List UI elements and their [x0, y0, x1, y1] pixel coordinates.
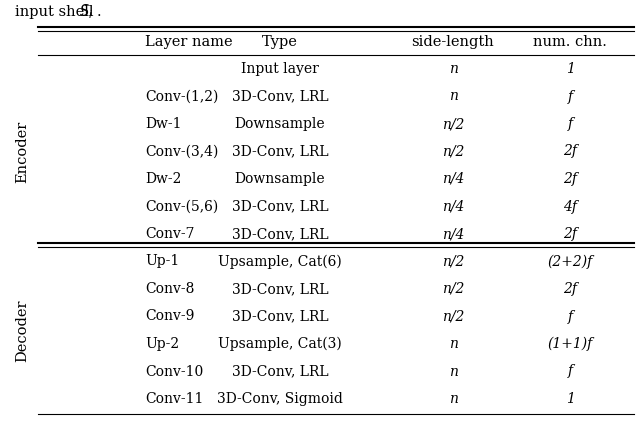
Text: n/2: n/2	[442, 254, 464, 269]
Text: Encoder: Encoder	[15, 120, 29, 183]
Text: 2f: 2f	[563, 144, 577, 159]
Text: (1+1)f: (1+1)f	[547, 337, 593, 351]
Text: Conv-11: Conv-11	[145, 392, 204, 406]
Text: Up-2: Up-2	[145, 337, 179, 351]
Text: Conv-9: Conv-9	[145, 309, 195, 324]
Text: Type: Type	[262, 35, 298, 49]
Text: 2f: 2f	[563, 172, 577, 186]
Text: 4f: 4f	[563, 199, 577, 214]
Text: Dw-2: Dw-2	[145, 172, 181, 186]
Text: Conv-7: Conv-7	[145, 227, 195, 241]
Text: Layer name: Layer name	[145, 35, 232, 49]
Text: n/4: n/4	[442, 172, 464, 186]
Text: n/4: n/4	[442, 227, 464, 241]
Text: 3D-Conv, Sigmoid: 3D-Conv, Sigmoid	[217, 392, 343, 406]
Text: side-length: side-length	[412, 35, 494, 49]
Text: 3D-Conv, LRL: 3D-Conv, LRL	[232, 282, 328, 296]
Text: 3D-Conv, LRL: 3D-Conv, LRL	[232, 199, 328, 214]
Text: n/2: n/2	[442, 144, 464, 159]
Text: input shell: input shell	[15, 5, 98, 19]
Text: f: f	[568, 117, 573, 131]
Text: Decoder: Decoder	[15, 299, 29, 362]
Text: Downsample: Downsample	[235, 172, 325, 186]
Text: .: .	[97, 5, 102, 19]
Text: Upsample, Cat(3): Upsample, Cat(3)	[218, 337, 342, 351]
Text: Input layer: Input layer	[241, 62, 319, 76]
Text: n: n	[449, 337, 458, 351]
Text: Conv-8: Conv-8	[145, 282, 195, 296]
Text: Conv-(3,4): Conv-(3,4)	[145, 144, 218, 159]
Text: Up-1: Up-1	[145, 254, 179, 269]
Text: 2f: 2f	[563, 282, 577, 296]
Text: 2f: 2f	[563, 227, 577, 241]
Text: 1: 1	[566, 392, 575, 406]
Text: 3D-Conv, LRL: 3D-Conv, LRL	[232, 89, 328, 104]
Text: 1: 1	[566, 62, 575, 76]
Text: num. chn.: num. chn.	[533, 35, 607, 49]
Text: n/2: n/2	[442, 117, 464, 131]
Text: f: f	[568, 309, 573, 324]
Text: Downsample: Downsample	[235, 117, 325, 131]
Text: n/2: n/2	[442, 309, 464, 324]
Text: n/2: n/2	[442, 282, 464, 296]
Text: Conv-10: Conv-10	[145, 364, 204, 379]
Text: n: n	[449, 364, 458, 379]
Text: n/4: n/4	[442, 199, 464, 214]
Text: Conv-(5,6): Conv-(5,6)	[145, 199, 218, 214]
Text: 3D-Conv, LRL: 3D-Conv, LRL	[232, 364, 328, 379]
Text: Upsample, Cat(6): Upsample, Cat(6)	[218, 254, 342, 269]
Text: f: f	[568, 89, 573, 104]
Text: 3D-Conv, LRL: 3D-Conv, LRL	[232, 227, 328, 241]
Text: Dw-1: Dw-1	[145, 117, 182, 131]
Text: 3D-Conv, LRL: 3D-Conv, LRL	[232, 144, 328, 159]
Text: Conv-(1,2): Conv-(1,2)	[145, 89, 218, 104]
Text: f: f	[568, 364, 573, 379]
Text: n: n	[449, 62, 458, 76]
Text: 3D-Conv, LRL: 3D-Conv, LRL	[232, 309, 328, 324]
Text: n: n	[449, 89, 458, 104]
Text: n: n	[449, 392, 458, 406]
Text: (2+2)f: (2+2)f	[547, 254, 593, 269]
Text: $S_i$: $S_i$	[79, 3, 93, 21]
